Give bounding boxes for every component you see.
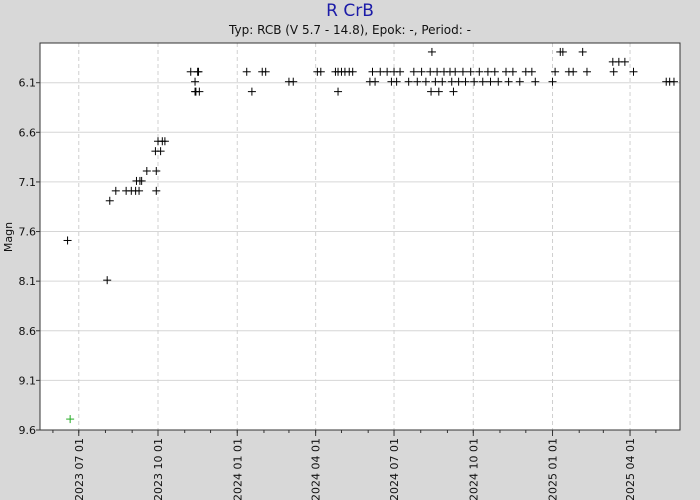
data-points bbox=[63, 47, 678, 424]
data-point bbox=[490, 67, 499, 76]
y-tick-label: 7.6 bbox=[19, 226, 37, 239]
data-point bbox=[548, 77, 557, 86]
data-point bbox=[396, 67, 405, 76]
chart-title: R CrB bbox=[326, 1, 374, 21]
x-tick-label: 2024 10 01 bbox=[467, 438, 480, 500]
y-tick-label: 6.1 bbox=[19, 77, 37, 90]
data-point bbox=[261, 67, 270, 76]
data-point bbox=[413, 77, 422, 86]
data-point bbox=[629, 67, 638, 76]
data-point bbox=[470, 77, 479, 86]
data-point bbox=[454, 77, 463, 86]
data-point bbox=[421, 77, 430, 86]
data-point bbox=[63, 236, 72, 245]
data-point bbox=[105, 196, 114, 205]
y-tick-label: 8.6 bbox=[19, 325, 37, 338]
data-point bbox=[156, 147, 165, 156]
data-point bbox=[152, 167, 161, 176]
y-axis-title: Magn bbox=[2, 222, 15, 252]
data-point bbox=[111, 186, 120, 195]
data-point-green bbox=[66, 415, 75, 424]
data-point bbox=[371, 77, 380, 86]
data-point bbox=[478, 77, 487, 86]
x-tick-label: 2025 04 01 bbox=[624, 438, 637, 500]
data-point bbox=[135, 186, 144, 195]
data-point bbox=[558, 47, 567, 56]
data-point bbox=[334, 87, 343, 96]
data-point bbox=[458, 67, 467, 76]
data-point bbox=[449, 87, 458, 96]
data-point bbox=[427, 87, 436, 96]
data-point bbox=[186, 67, 195, 76]
x-tick-label: 2024 07 01 bbox=[388, 438, 401, 500]
data-point bbox=[620, 57, 629, 66]
data-point bbox=[316, 67, 325, 76]
data-point bbox=[417, 67, 426, 76]
y-tick-label: 9.1 bbox=[19, 374, 37, 387]
data-point bbox=[427, 47, 436, 56]
data-point bbox=[409, 67, 418, 76]
data-point bbox=[368, 67, 377, 76]
data-point bbox=[461, 77, 470, 86]
data-point bbox=[392, 77, 401, 86]
data-point bbox=[137, 176, 146, 185]
data-point bbox=[431, 77, 440, 86]
data-point bbox=[142, 167, 151, 176]
data-point bbox=[438, 77, 447, 86]
data-point bbox=[348, 67, 357, 76]
data-point bbox=[582, 67, 591, 76]
data-point bbox=[434, 87, 443, 96]
data-point bbox=[247, 87, 256, 96]
data-point bbox=[569, 67, 578, 76]
data-point bbox=[527, 67, 536, 76]
data-point bbox=[475, 67, 484, 76]
x-tick-label: 2024 01 01 bbox=[231, 438, 244, 500]
data-point bbox=[376, 67, 385, 76]
data-point bbox=[426, 67, 435, 76]
data-point bbox=[289, 77, 298, 86]
data-point bbox=[242, 67, 251, 76]
data-point bbox=[504, 77, 513, 86]
data-point bbox=[191, 77, 200, 86]
x-tick-label: 2023 07 01 bbox=[73, 438, 86, 500]
axes: 6.1 6.6 7.1 7.6 8.1 8.6 9.1 9.6 2023 07 01 2023 1… bbox=[19, 42, 681, 500]
data-point bbox=[160, 137, 169, 146]
data-point bbox=[383, 67, 392, 76]
chart-subtitle: Typ: RCB (V 5.7 - 14.8), Epok: -, Period… bbox=[229, 23, 471, 37]
data-point bbox=[466, 67, 475, 76]
plot-area bbox=[40, 43, 680, 430]
y-tick-label: 6.6 bbox=[19, 126, 37, 139]
x-tick-label: 2025 01 01 bbox=[547, 438, 560, 500]
data-point bbox=[578, 47, 587, 56]
data-point bbox=[433, 67, 442, 76]
data-point bbox=[195, 87, 204, 96]
y-tick-label: 9.6 bbox=[19, 424, 37, 437]
data-point bbox=[447, 77, 456, 86]
data-point bbox=[531, 77, 540, 86]
data-point bbox=[609, 67, 618, 76]
data-point bbox=[103, 276, 112, 285]
x-tick-label: 2024 04 01 bbox=[310, 438, 323, 500]
x-tick-label: 2023 10 01 bbox=[152, 438, 165, 500]
y-tick-label: 8.1 bbox=[19, 275, 37, 288]
data-point bbox=[669, 77, 678, 86]
data-point bbox=[404, 77, 413, 86]
data-point bbox=[508, 67, 517, 76]
data-point bbox=[494, 77, 503, 86]
data-point bbox=[194, 67, 203, 76]
plot-frame bbox=[39, 42, 681, 431]
data-point bbox=[152, 186, 161, 195]
data-point bbox=[515, 77, 524, 86]
data-point bbox=[483, 67, 492, 76]
data-point bbox=[486, 77, 495, 86]
data-point bbox=[551, 67, 560, 76]
data-point bbox=[502, 67, 511, 76]
y-tick-label: 7.1 bbox=[19, 176, 37, 189]
data-point bbox=[451, 67, 460, 76]
